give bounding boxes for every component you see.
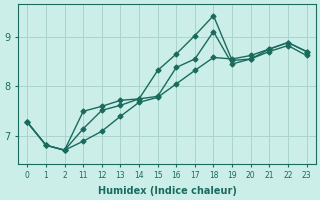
X-axis label: Humidex (Indice chaleur): Humidex (Indice chaleur) bbox=[98, 186, 236, 196]
